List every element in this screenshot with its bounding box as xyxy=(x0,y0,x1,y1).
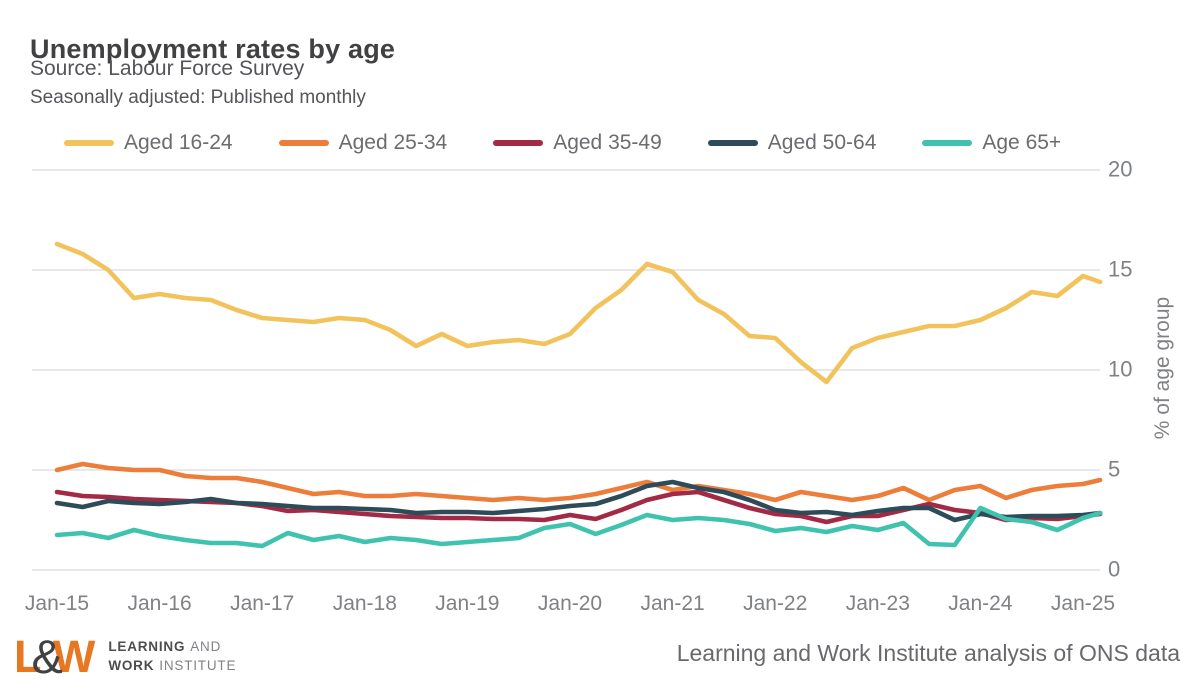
chart-legend: Aged 16-24 Aged 25-34 Aged 35-49 Aged 50… xyxy=(64,131,1061,155)
logo-letter-l: L xyxy=(14,631,42,682)
y-tick-0: 0 xyxy=(1108,556,1121,582)
legend-label: Aged 50-64 xyxy=(767,131,877,154)
y-tick-15: 15 xyxy=(1108,256,1133,282)
series-line-age-65- xyxy=(54,505,1103,549)
y-tick-10: 10 xyxy=(1108,356,1133,382)
adjustment-note: Seasonally adjusted: Published monthly xyxy=(30,87,366,108)
y-tick-20: 20 xyxy=(1108,156,1133,182)
series-line-aged-25-34 xyxy=(54,461,1103,503)
x-tick-jan-25: Jan-25 xyxy=(1050,592,1116,615)
legend-item-age-65-plus: Age 65+ xyxy=(922,131,1061,155)
lw-logo-mark: L & W xyxy=(14,633,95,680)
legend-item-aged-50-64: Aged 50-64 xyxy=(707,131,877,155)
legend-item-aged-35-49: Aged 35-49 xyxy=(493,131,662,155)
legend-label: Aged 25-34 xyxy=(338,131,448,154)
attribution-text: Learning and Work Institute analysis of … xyxy=(676,640,1180,666)
logo-word-institute: INSTITUTE xyxy=(159,657,237,673)
x-tick-jan-22: Jan-22 xyxy=(743,592,808,615)
x-tick-jan-21: Jan-21 xyxy=(640,592,705,615)
legend-item-aged-16-24: Aged 16-24 xyxy=(64,131,233,155)
x-tick-jan-16: Jan-16 xyxy=(127,592,192,615)
legend-swatch-aged-50-64 xyxy=(707,140,758,146)
logo-word-and: AND xyxy=(190,639,222,655)
y-tick-5: 5 xyxy=(1108,456,1121,482)
x-tick-jan-15: Jan-15 xyxy=(24,592,90,615)
y-axis-label: % of age group xyxy=(1151,296,1174,440)
x-tick-jan-18: Jan-18 xyxy=(332,592,397,615)
series-line-aged-50-64 xyxy=(54,479,1103,523)
legend-label: Aged 16-24 xyxy=(124,131,233,154)
x-tick-jan-19: Jan-19 xyxy=(435,592,500,615)
legend-swatch-age-65-plus xyxy=(922,140,973,146)
logo-wordmark: LEARNING AND WORK INSTITUTE xyxy=(108,639,236,673)
logo-word-learning: LEARNING xyxy=(108,639,186,655)
legend-label: Aged 35-49 xyxy=(553,131,662,154)
legend-label: Age 65+ xyxy=(982,131,1062,154)
x-tick-jan-24: Jan-24 xyxy=(948,592,1013,615)
logo-line-2: WORK INSTITUTE xyxy=(108,658,236,674)
logo-line-1: LEARNING AND xyxy=(108,639,236,655)
page-title: Unemployment rates by age xyxy=(30,34,396,65)
organisation-logo: L & W LEARNING AND WORK INSTITUTE xyxy=(14,633,236,680)
x-tick-jan-23: Jan-23 xyxy=(845,592,910,615)
legend-item-aged-25-34: Aged 25-34 xyxy=(278,131,448,155)
logo-word-work: WORK xyxy=(108,657,155,673)
legend-swatch-aged-35-49 xyxy=(493,140,544,146)
legend-swatch-aged-25-34 xyxy=(278,140,329,146)
source-line: Source: Labour Force Survey xyxy=(30,57,305,80)
x-tick-jan-20: Jan-20 xyxy=(537,592,603,615)
series-line-aged-16-24 xyxy=(54,241,1103,385)
legend-swatch-aged-16-24 xyxy=(64,140,114,146)
logo-ampersand: & xyxy=(31,630,63,683)
logo-letter-w: W xyxy=(52,631,96,682)
x-tick-jan-17: Jan-17 xyxy=(230,592,295,615)
